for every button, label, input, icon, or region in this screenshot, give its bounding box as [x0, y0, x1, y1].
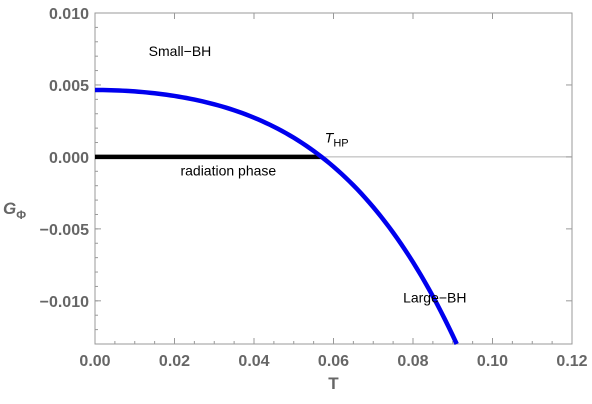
y-tick-label: 0.005 [49, 78, 89, 95]
y-tick-label: 0.000 [49, 150, 89, 167]
x-tick-label: 0.02 [159, 353, 190, 370]
annotation-0: Small−BH [149, 43, 212, 59]
y-tick-label: 0.010 [49, 6, 89, 23]
x-tick-label: 0.04 [238, 353, 269, 370]
annotation-1: THP [325, 130, 349, 150]
plot-area [94, 87, 459, 345]
annotation-2: radiation phase [180, 163, 276, 179]
series-line-gibbs [94, 87, 459, 345]
y-tick-label: −0.005 [40, 222, 89, 239]
x-tick-label: 0.06 [318, 353, 349, 370]
annotation-3: Large−BH [403, 289, 466, 305]
x-axis-label: T [328, 374, 339, 393]
y-tick-label: −0.010 [40, 294, 89, 311]
x-tick-label: 0.10 [477, 353, 508, 370]
x-tick-label: 0.08 [397, 353, 428, 370]
x-tick-label: 0.12 [556, 353, 587, 370]
y-axis-label: GΦ [3, 199, 26, 222]
axes [94, 12, 573, 345]
chart-labels: 0.00 0.02 0.04 0.06 0.08 0.10 0.12 0.010 0.005 0.… [3, 6, 588, 393]
plot-frame [94, 12, 573, 345]
x-tick-label: 0.00 [79, 353, 110, 370]
